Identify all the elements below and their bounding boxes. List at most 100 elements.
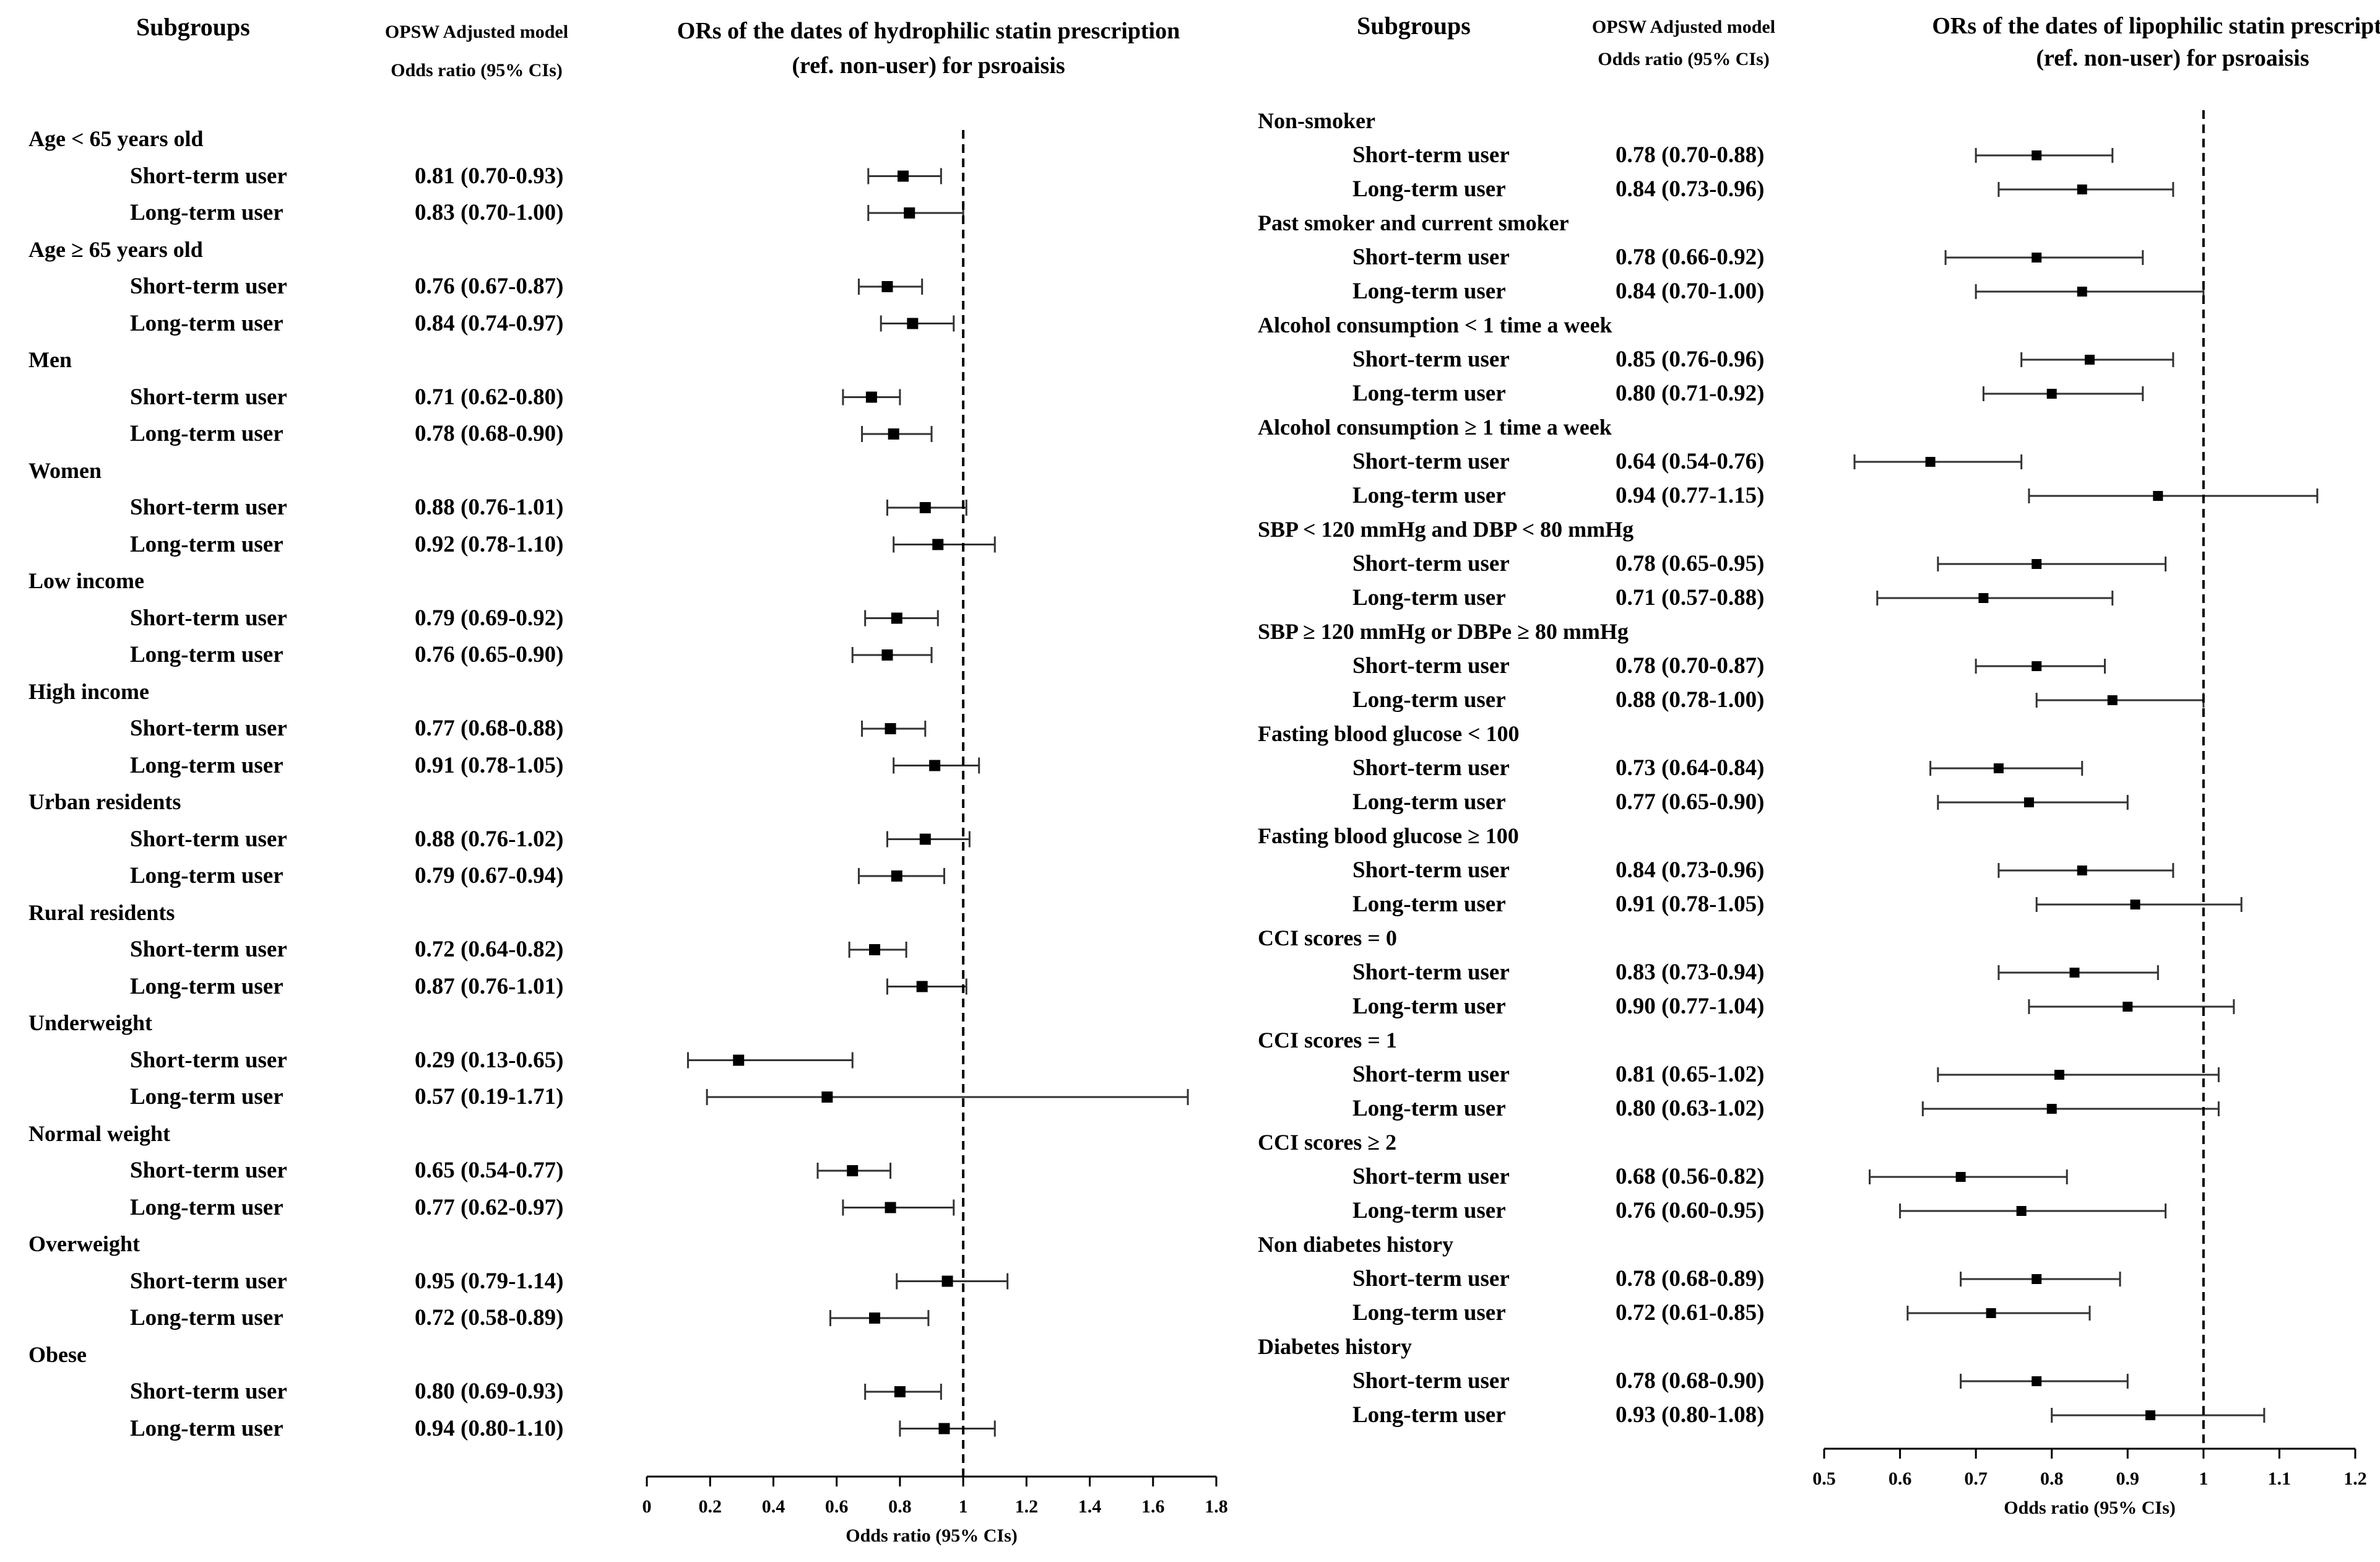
point-estimate-marker: [733, 1054, 745, 1066]
odds-ratio-value: 0.77 (0.68-0.88): [415, 716, 564, 741]
odds-ratio-value: 0.76 (0.60-0.95): [1616, 1198, 1765, 1223]
odds-ratio-value: 0.72 (0.64-0.82): [415, 937, 564, 962]
x-tick-label: 0.4: [762, 1496, 785, 1517]
point-estimate-marker: [1993, 763, 2004, 773]
point-estimate-marker: [904, 207, 915, 219]
subgroup-heading: Past smoker and current smoker: [1258, 210, 1569, 235]
point-estimate-marker: [932, 539, 944, 550]
user-type-label: Short-term user: [1352, 857, 1510, 883]
point-estimate-marker: [2054, 1070, 2064, 1080]
point-estimate-marker: [2046, 389, 2057, 399]
user-type-label: Long-term user: [130, 200, 283, 225]
user-type-label: Short-term user: [1352, 1164, 1510, 1189]
odds-ratio-value: 0.88 (0.76-1.02): [415, 826, 564, 852]
user-type-label: Long-term user: [130, 863, 283, 888]
odds-ratio-value: 0.92 (0.78-1.10): [415, 531, 564, 557]
point-estimate-marker: [938, 1423, 950, 1434]
forest-row-mark: [1997, 965, 2159, 980]
point-estimate-marker: [891, 870, 902, 882]
x-axis-label: Odds ratio (95% CIs): [2004, 1498, 2176, 1518]
user-type-label: Long-term user: [1352, 279, 1506, 304]
odds-ratio-value: 0.84 (0.74-0.97): [415, 310, 564, 336]
point-estimate-marker: [898, 170, 909, 182]
user-type-label: Short-term user: [1352, 1266, 1510, 1291]
point-estimate-marker: [919, 502, 931, 513]
subgroup-heading: CCI scores = 1: [1258, 1028, 1397, 1052]
subgroup-heading: Age < 65 years old: [28, 126, 204, 151]
subgroup-heading: SBP ≥ 120 mmHg or DBPe ≥ 80 mmHg: [1258, 619, 1629, 644]
odds-ratio-value: 0.95 (0.79-1.14): [415, 1268, 564, 1294]
forest-row-mark: [867, 168, 942, 184]
model-header-line2: Odds ratio (95% CIs): [1598, 49, 1770, 69]
point-estimate-marker: [1978, 593, 1989, 603]
odds-ratio-value: 0.84 (0.73-0.96): [1616, 176, 1765, 202]
point-estimate-marker: [2046, 1104, 2057, 1114]
point-estimate-marker: [891, 612, 902, 624]
user-type-label: Short-term user: [130, 495, 287, 520]
point-estimate-marker: [2032, 253, 2042, 263]
user-type-label: Long-term user: [130, 973, 283, 999]
forest-row-mark: [899, 1420, 996, 1437]
forest-row-mark: [867, 205, 964, 221]
odds-ratio-value: 0.73 (0.64-0.84): [1616, 755, 1765, 781]
odds-ratio-value: 0.84 (0.70-1.00): [1616, 279, 1765, 304]
x-tick-label: 1.1: [2268, 1469, 2291, 1489]
user-type-label: Short-term user: [130, 163, 287, 189]
subgroup-heading: SBP < 120 mmHg and DBP < 80 mmHg: [1258, 517, 1634, 542]
x-tick-label: 0.6: [1889, 1469, 1912, 1489]
forest-row-mark: [2028, 999, 2235, 1014]
forest-row-mark: [880, 315, 955, 332]
user-type-label: Long-term user: [130, 1305, 283, 1330]
x-tick-label: 0.6: [825, 1496, 849, 1517]
point-estimate-marker: [2032, 1376, 2042, 1386]
model-header-line2: Odds ratio (95% CIs): [391, 60, 563, 80]
user-type-label: Short-term user: [1352, 245, 1510, 270]
x-tick-label: 0.5: [1812, 1469, 1836, 1489]
point-estimate-marker: [929, 760, 941, 771]
subgroup-heading: Age ≥ 65 years old: [28, 236, 203, 262]
forest-row-mark: [1921, 1101, 2220, 1116]
subgroup-heading: Fasting blood glucose ≥ 100: [1258, 823, 1519, 848]
forest-plot-lipophilic: 0.5 0.6 0.7 0.8 0.9 1 1.1 1.2 Odds ratio (95% CI…: [1812, 110, 2367, 1518]
user-type-label: Long-term user: [1352, 1096, 1506, 1121]
x-tick-label: 1.2: [1015, 1496, 1039, 1517]
point-estimate-marker: [2085, 355, 2095, 365]
odds-ratio-value: 0.88 (0.78-1.00): [1616, 687, 1765, 713]
x-tick-label: 0: [643, 1496, 652, 1517]
user-type-label: Short-term user: [1352, 1368, 1510, 1394]
odds-ratio-value: 0.76 (0.65-0.90): [415, 642, 564, 667]
odds-ratio-value: 0.91 (0.78-1.05): [415, 752, 564, 778]
odds-ratio-value: 0.72 (0.58-0.89): [415, 1305, 564, 1330]
forest-plot-hydrophilic: 0 0.2 0.4 0.6 0.8 1 1.2 1.4 1.6 1.8 Odds ratio (95…: [643, 130, 1228, 1546]
subgroup-heading: Fasting blood glucose < 100: [1258, 721, 1520, 746]
user-type-label: Short-term user: [1352, 449, 1510, 474]
odds-ratio-value: 0.80 (0.63-1.02): [1616, 1096, 1765, 1121]
point-estimate-marker: [907, 318, 919, 329]
user-type-label: Long-term user: [1352, 585, 1506, 610]
odds-ratio-value: 0.71 (0.57-0.88): [1616, 585, 1765, 610]
user-type-label: Short-term user: [1352, 653, 1510, 679]
point-estimate-marker: [885, 723, 896, 734]
x-tick-label: 0.8: [2040, 1469, 2064, 1489]
odds-ratio-value: 0.78 (0.66-0.92): [1616, 245, 1765, 270]
point-estimate-marker: [2032, 661, 2042, 671]
forest-row-mark: [886, 831, 971, 848]
user-type-label: Short-term user: [130, 605, 287, 631]
forest-row-mark: [842, 1199, 955, 1216]
user-type-label: Short-term user: [130, 716, 287, 741]
odds-ratio-value: 0.88 (0.76-1.01): [415, 495, 564, 520]
user-type-label: Long-term user: [1352, 789, 1506, 815]
subgroup-heading: Overweight: [28, 1231, 140, 1256]
forest-row-mark: [1929, 761, 2084, 776]
odds-ratio-value: 0.78 (0.68-0.89): [1616, 1266, 1765, 1291]
subgroup-heading: Underweight: [28, 1010, 152, 1035]
user-type-label: Short-term user: [1352, 347, 1510, 372]
forest-row-mark: [893, 536, 996, 553]
user-type-label: Long-term user: [1352, 687, 1506, 713]
forest-row-mark: [1975, 659, 2106, 674]
x-axis-label: Odds ratio (95% CIs): [846, 1525, 1018, 1546]
odds-ratio-value: 0.85 (0.76-0.96): [1616, 347, 1765, 372]
odds-ratio-value: 0.91 (0.78-1.05): [1616, 892, 1765, 917]
odds-ratio-value: 0.79 (0.69-0.92): [415, 605, 564, 631]
hydrophilic-forest-panel: Subgroups OPSW Adjusted model Odds ratio…: [28, 13, 1228, 1546]
